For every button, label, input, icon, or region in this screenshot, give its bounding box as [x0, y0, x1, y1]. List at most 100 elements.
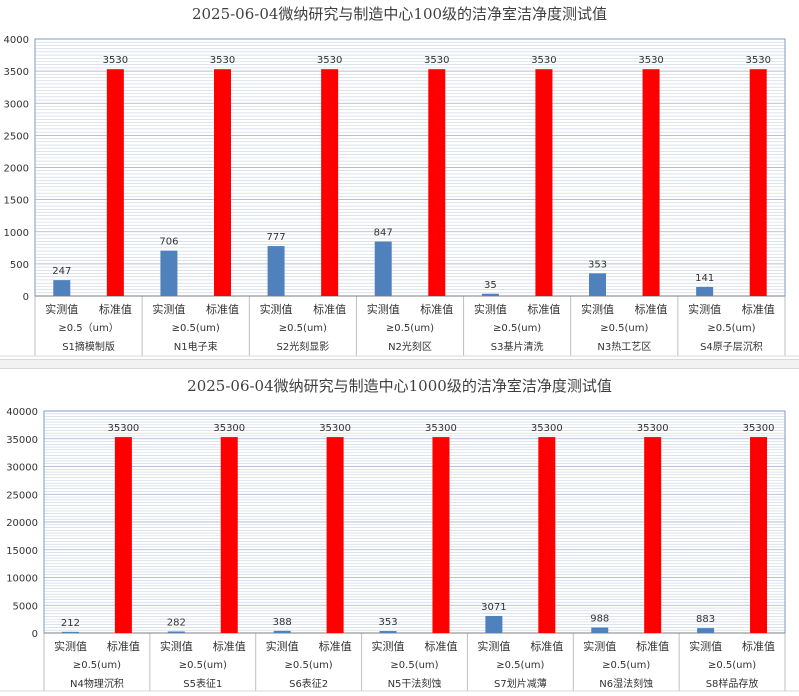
bar-measured: [167, 631, 185, 633]
data-label: 847: [374, 228, 393, 239]
particle-size-label: ≥0.5(um): [172, 323, 220, 334]
data-label: 3071: [481, 602, 506, 613]
data-label: 35300: [531, 423, 563, 434]
room-label: S1摘模制版: [62, 340, 115, 353]
bar-measured: [53, 280, 71, 296]
data-label: 247: [52, 266, 71, 277]
bar-standard: [432, 437, 450, 633]
particle-size-label: ≥0.5(um): [285, 660, 333, 671]
series-category-label: 实测值: [160, 639, 193, 653]
y-tick-label: 25000: [6, 490, 38, 501]
bar-standard: [326, 437, 344, 633]
bar-standard: [750, 437, 768, 633]
particle-size-label: ≥0.5(um): [390, 660, 438, 671]
bar-standard: [538, 437, 556, 633]
bar-measured: [374, 241, 392, 296]
bar-standard: [644, 437, 662, 633]
room-label: N6湿法刻蚀: [599, 677, 653, 690]
bar-measured: [485, 615, 503, 633]
series-category-label: 标准值: [206, 302, 239, 316]
y-tick-label: 500: [10, 260, 29, 271]
bar-measured: [481, 293, 499, 296]
y-tick-label: 0: [23, 292, 29, 303]
series-category-label: 实测值: [45, 302, 78, 316]
room-label: S3基片清洗: [491, 340, 544, 353]
chart-1000-class: 2025-06-04微纳研究与制造中心1000级的洁净室洁净度测试值 0 5000…: [0, 370, 799, 692]
particle-size-label: ≥0.5(um): [493, 323, 541, 334]
bar-standard: [214, 69, 231, 296]
data-label: 35300: [107, 423, 139, 434]
series-category-label: 标准值: [527, 302, 560, 316]
data-label: 353: [378, 617, 397, 628]
data-label: 35300: [637, 423, 669, 434]
data-label: 353: [588, 259, 607, 270]
series-category-label: 标准值: [636, 639, 669, 653]
series-category-label: 实测值: [372, 639, 405, 653]
bar-measured: [589, 273, 606, 296]
data-label: 988: [590, 614, 609, 625]
series-category-label: 标准值: [107, 639, 140, 653]
bar-measured: [697, 628, 715, 633]
y-tick-label: 2500: [4, 131, 29, 142]
data-label: 3530: [317, 55, 342, 66]
room-label: S4原子层沉积: [700, 340, 763, 353]
room-label: N1电子束: [174, 340, 218, 353]
series-category-label: 标准值: [635, 302, 668, 316]
series-category-label: 标准值: [530, 639, 563, 653]
data-label: 3530: [638, 55, 663, 66]
series-category-label: 标准值: [213, 639, 246, 653]
particle-size-label: ≥0.5(um): [179, 660, 227, 671]
y-tick-label: 1000: [4, 228, 29, 239]
y-tick-label: 2000: [4, 164, 29, 175]
series-category-label: 标准值: [742, 639, 775, 653]
data-label: 3530: [531, 55, 556, 66]
chart-divider: [0, 359, 799, 369]
y-tick-label: 1500: [4, 196, 29, 207]
bar-standard: [749, 69, 767, 296]
series-category-label: 实测值: [152, 302, 185, 316]
series-category-label: 实测值: [583, 639, 616, 653]
room-label: S6表征2: [289, 677, 328, 690]
data-label: 883: [696, 614, 715, 625]
bar-measured: [696, 286, 714, 296]
bar-standard: [321, 69, 339, 296]
data-label: 777: [267, 232, 286, 243]
data-label: 212: [61, 618, 80, 629]
series-category-label: 实测值: [688, 302, 721, 316]
bar-standard: [106, 69, 124, 296]
data-label: 282: [167, 617, 186, 628]
room-label: S8样品存放: [706, 677, 759, 690]
chart-100-class: 2025-06-04微纳研究与制造中心100级的洁净室洁净度测试值 0 500 10…: [0, 5, 799, 357]
bar-measured: [160, 250, 178, 296]
data-label: 35300: [319, 423, 351, 434]
series-category-label: 标准值: [99, 302, 132, 316]
data-label: 35: [484, 280, 497, 291]
series-category-label: 标准值: [424, 639, 457, 653]
room-label: N5干法刻蚀: [388, 677, 442, 690]
data-label: 3530: [210, 55, 235, 66]
series-category-label: 实测值: [266, 639, 299, 653]
chart-1000-class-svg: 0 5000 10000 15000 20000 25000 30000 35000 40000…: [0, 407, 799, 692]
y-tick-label: 3000: [4, 99, 29, 110]
bar-standard: [535, 69, 553, 296]
chart-100-class-svg: 0 500 1000 1500 2000 2500 3000 3500 4000 247 实测值 35…: [0, 35, 799, 357]
y-tick-label: 30000: [6, 463, 38, 474]
data-label: 35300: [213, 423, 245, 434]
y-tick-label: 15000: [6, 546, 38, 557]
particle-size-label: ≥0.5(um): [600, 323, 648, 334]
data-label: 3530: [424, 55, 449, 66]
bar-measured: [379, 631, 397, 633]
room-label: N2光刻区: [388, 340, 432, 353]
y-tick-label: 40000: [6, 407, 38, 418]
particle-size-label: ≥0.5(um): [708, 660, 756, 671]
y-tick-label: 0: [32, 629, 38, 640]
chart-title: 2025-06-04微纳研究与制造中心1000级的洁净室洁净度测试值: [187, 377, 612, 395]
series-category-label: 实测值: [477, 639, 510, 653]
bar-standard: [642, 69, 660, 296]
series-category-label: 实测值: [367, 302, 400, 316]
bar-standard: [428, 69, 446, 296]
series-category-label: 实测值: [474, 302, 507, 316]
chart-title: 2025-06-04微纳研究与制造中心100级的洁净室洁净度测试值: [191, 5, 608, 23]
data-label: 141: [695, 273, 714, 284]
particle-size-label: ≥0.5(um): [386, 323, 434, 334]
